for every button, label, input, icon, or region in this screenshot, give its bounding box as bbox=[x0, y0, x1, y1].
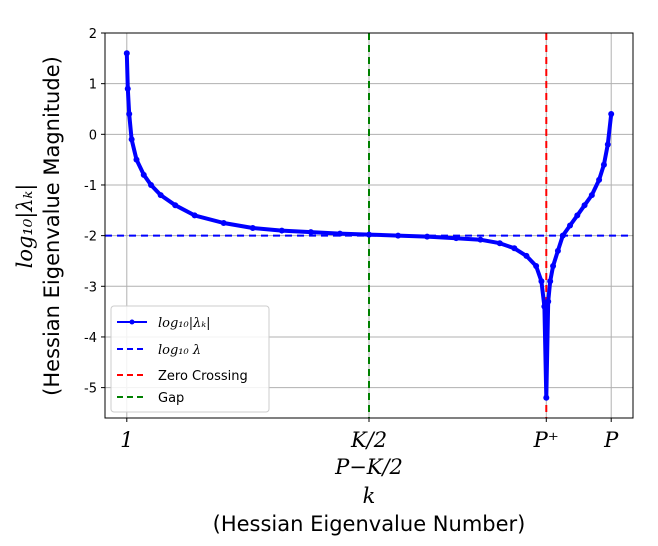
eigenvalue-point bbox=[191, 212, 198, 219]
eigenvalue-point bbox=[545, 298, 552, 305]
eigenvalue-point bbox=[453, 235, 460, 242]
eigenvalue-point bbox=[424, 233, 431, 240]
eigenvalue-point bbox=[157, 192, 164, 199]
eigenvalue-point bbox=[278, 227, 285, 234]
y-tick-label: 1 bbox=[89, 78, 97, 93]
y-axis-label-main-group: log₁₀|λₖ| bbox=[13, 184, 38, 269]
y-ticks: 2 1 0 -1 -2 -3 -4 -5 bbox=[84, 27, 105, 397]
eigenvalue-point bbox=[554, 247, 561, 254]
eigenvalue-point bbox=[567, 222, 574, 229]
eigenvalue-point bbox=[543, 394, 550, 401]
eigenvalue-point bbox=[550, 263, 557, 270]
eigenvalue-point bbox=[123, 50, 130, 57]
x-tick-label: K/2 bbox=[350, 428, 387, 452]
y-tick-label: -3 bbox=[84, 280, 97, 295]
legend-marker-eigenvalues bbox=[129, 319, 135, 325]
eigenvalue-point bbox=[140, 171, 147, 178]
eigenvalue-point bbox=[496, 240, 503, 247]
series-layer bbox=[123, 50, 615, 401]
eigenvalue-point bbox=[366, 231, 372, 238]
x-axis-label-main: k bbox=[363, 484, 376, 508]
x-axis-label-sub: (Hessian Eigenvalue Number) bbox=[213, 512, 526, 536]
legend-label-lambda: log₁₀ λ bbox=[158, 343, 201, 358]
legend-label-zero-crossing: Zero Crossing bbox=[158, 369, 248, 384]
eigenvalue-point bbox=[559, 232, 566, 239]
y-tick-label: 0 bbox=[89, 128, 97, 143]
eigenvalue-point bbox=[336, 230, 343, 237]
y-axis-label-sub-group: (Hessian Eigenvalue Magnitude) bbox=[40, 56, 64, 396]
eigenvalue-point bbox=[148, 181, 155, 188]
eigenvalue-point bbox=[172, 202, 179, 209]
y-axis-label-sub: (Hessian Eigenvalue Magnitude) bbox=[40, 56, 64, 396]
eigenvalue-point bbox=[533, 263, 540, 270]
x-tick-label: 1 bbox=[120, 428, 133, 452]
y-axis-label-main: log₁₀|λₖ| bbox=[13, 184, 38, 269]
eigenvalue-point bbox=[249, 225, 256, 232]
y-tick-label: -4 bbox=[84, 331, 97, 346]
legend-box bbox=[110, 305, 270, 413]
eigenvalue-point bbox=[124, 85, 131, 92]
eigenvalue-point bbox=[538, 278, 545, 285]
eigenvalue-point bbox=[588, 192, 595, 199]
eigenvalue-point bbox=[541, 303, 548, 310]
y-tick-label: -1 bbox=[84, 179, 97, 194]
eigenvalue-point bbox=[547, 278, 554, 285]
eigenvalue-point bbox=[608, 111, 615, 118]
eigenvalue-point bbox=[307, 229, 314, 236]
x-tick-label: P⁺ bbox=[533, 428, 559, 452]
eigenvalue-point bbox=[604, 141, 611, 148]
legend-label-gap: Gap bbox=[158, 391, 184, 406]
legend-label-eigenvalues: log₁₀|λₖ| bbox=[158, 316, 210, 331]
eigenvalue-point bbox=[596, 176, 603, 183]
y-tick-label: -2 bbox=[84, 230, 97, 245]
eigenvalue-point bbox=[511, 245, 518, 252]
eigenvalue-point bbox=[574, 212, 581, 219]
eigenvalue-point bbox=[220, 219, 227, 226]
eigenvalue-point bbox=[126, 111, 133, 118]
legend: log₁₀|λₖ| log₁₀ λ Zero Crossing Gap bbox=[110, 305, 270, 413]
eigenvalue-point bbox=[128, 136, 135, 143]
eigenvalue-point bbox=[523, 252, 530, 259]
eigenvalue-point bbox=[600, 161, 607, 168]
eigenvalue-point bbox=[477, 236, 484, 243]
x-tick-label: P−K/2 bbox=[334, 455, 403, 479]
y-tick-label: -5 bbox=[84, 382, 97, 397]
eigenvalue-point bbox=[133, 156, 140, 163]
x-tick-label: P bbox=[603, 428, 619, 452]
eigenvalue-curve bbox=[124, 51, 614, 400]
x-ticks: 1 K/2 P−K/2 P⁺ P bbox=[120, 418, 619, 479]
eigenvalue-point bbox=[395, 232, 402, 239]
eigenvalue-point bbox=[581, 202, 588, 209]
y-tick-label: 2 bbox=[89, 27, 97, 42]
